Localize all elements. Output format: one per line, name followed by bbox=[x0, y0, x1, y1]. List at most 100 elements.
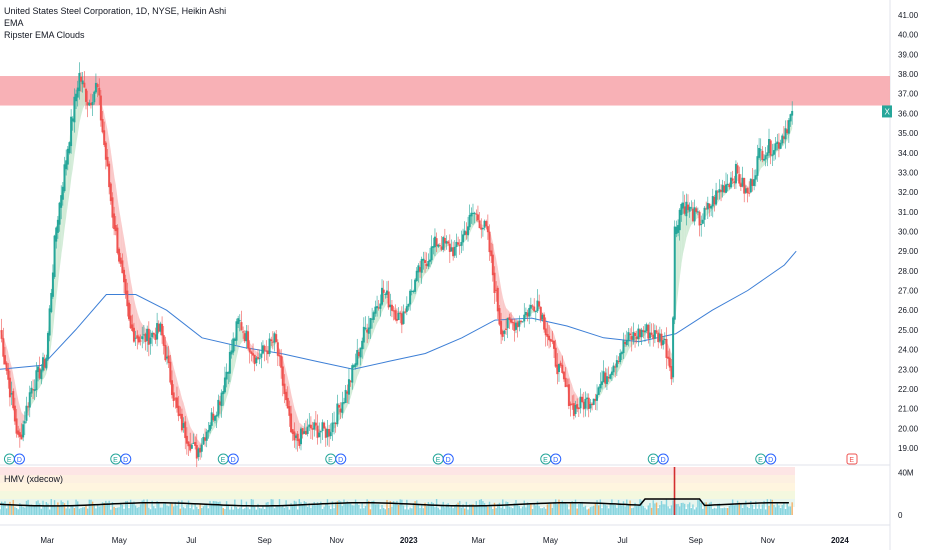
volume-bar bbox=[35, 501, 38, 515]
candle-body bbox=[270, 339, 273, 342]
candle-body bbox=[123, 269, 126, 283]
legend-ema: EMA bbox=[4, 18, 24, 28]
volume-bar bbox=[652, 500, 654, 515]
volume-bar bbox=[680, 502, 683, 515]
volume-bar bbox=[627, 504, 630, 515]
volume-bar bbox=[189, 508, 191, 515]
candle-body bbox=[76, 87, 79, 98]
candle-body bbox=[217, 399, 220, 416]
volume-bar bbox=[695, 507, 697, 515]
candle-body bbox=[301, 428, 304, 435]
ema-cloud-segment bbox=[587, 397, 589, 410]
volume-bar bbox=[766, 499, 769, 515]
volume-bar bbox=[454, 506, 456, 515]
candle-body bbox=[261, 345, 264, 354]
time-tick-label: Jul bbox=[186, 536, 196, 545]
candle-body bbox=[371, 318, 374, 320]
volume-bar bbox=[123, 508, 125, 515]
volume-bar bbox=[505, 501, 507, 515]
volume-bar bbox=[275, 505, 277, 515]
volume-bar bbox=[690, 508, 692, 515]
volume-bar bbox=[5, 508, 8, 515]
volume-bar bbox=[440, 504, 443, 515]
candle-body bbox=[169, 361, 172, 383]
volume-bar bbox=[596, 500, 598, 515]
candle-body bbox=[663, 339, 666, 341]
candle-body bbox=[729, 177, 732, 188]
candle-body bbox=[212, 413, 215, 421]
candle-body bbox=[703, 207, 706, 220]
volume-bar bbox=[113, 506, 115, 515]
volume-bar bbox=[650, 507, 653, 515]
volume-bar bbox=[765, 509, 767, 515]
volume-bar bbox=[588, 508, 590, 515]
volume-bar bbox=[669, 508, 671, 515]
candle-body bbox=[376, 306, 379, 309]
volume-bar bbox=[459, 500, 461, 515]
volume-bar bbox=[323, 506, 325, 515]
volume-bar bbox=[677, 503, 679, 515]
candle-body bbox=[566, 385, 569, 387]
ema-cloud-segment bbox=[142, 324, 144, 337]
volume-bar bbox=[784, 509, 787, 515]
volume-bar bbox=[293, 500, 296, 515]
candle-body bbox=[99, 95, 102, 121]
volume-bar bbox=[531, 508, 534, 515]
candle-body bbox=[733, 181, 736, 184]
volume-bar bbox=[311, 503, 314, 515]
volume-bar bbox=[361, 502, 363, 515]
candle-body bbox=[182, 423, 185, 428]
candle-body bbox=[351, 365, 354, 383]
volume-bar bbox=[53, 500, 56, 515]
candle-body bbox=[137, 336, 140, 343]
dividend-marker-label: D bbox=[123, 457, 128, 464]
candle-body bbox=[713, 196, 716, 205]
volume-bar bbox=[196, 506, 198, 515]
volume-bar bbox=[683, 503, 686, 515]
volume-bar bbox=[73, 507, 76, 515]
volume-bar bbox=[604, 504, 606, 515]
volume-bar bbox=[222, 508, 224, 515]
candle-body bbox=[405, 306, 408, 312]
volume-bar bbox=[204, 504, 206, 515]
candle-body bbox=[639, 329, 642, 337]
candle-body bbox=[2, 338, 5, 357]
volume-bar bbox=[378, 504, 380, 515]
candle-body bbox=[238, 320, 241, 322]
candle-body bbox=[209, 425, 212, 431]
candle-body bbox=[657, 332, 660, 343]
candle-body bbox=[111, 197, 114, 218]
volume-bar bbox=[679, 506, 681, 515]
candle-body bbox=[761, 150, 764, 161]
candle-body bbox=[496, 287, 499, 312]
dividend-marker-label: D bbox=[661, 457, 666, 464]
volume-bar bbox=[566, 504, 568, 515]
volume-bar bbox=[386, 499, 388, 515]
candle-body bbox=[116, 227, 119, 253]
volume-bar bbox=[171, 502, 173, 515]
volume-bar bbox=[141, 500, 143, 515]
candle-body bbox=[329, 432, 332, 437]
candle-body bbox=[465, 231, 468, 235]
earnings-marker-label: E bbox=[651, 457, 656, 464]
volume-bar bbox=[409, 507, 411, 515]
volume-bar bbox=[161, 507, 163, 515]
volume-bar bbox=[384, 509, 387, 515]
candle-body bbox=[48, 308, 51, 336]
volume-bar bbox=[720, 508, 722, 515]
price-tick-label: 37.00 bbox=[898, 90, 919, 99]
volume-bar bbox=[518, 506, 520, 515]
volume-bar bbox=[404, 509, 406, 515]
candle-body bbox=[3, 355, 6, 365]
volume-bar bbox=[86, 508, 89, 515]
candle-body bbox=[166, 356, 169, 359]
candle-body bbox=[379, 303, 382, 309]
volume-bar bbox=[368, 500, 370, 515]
volume-bar bbox=[263, 509, 266, 515]
price-tick-label: 34.00 bbox=[898, 149, 919, 158]
candle-body bbox=[786, 129, 789, 134]
volume-bar bbox=[215, 501, 218, 515]
candle-body bbox=[113, 213, 116, 230]
volume-bar bbox=[634, 502, 636, 515]
